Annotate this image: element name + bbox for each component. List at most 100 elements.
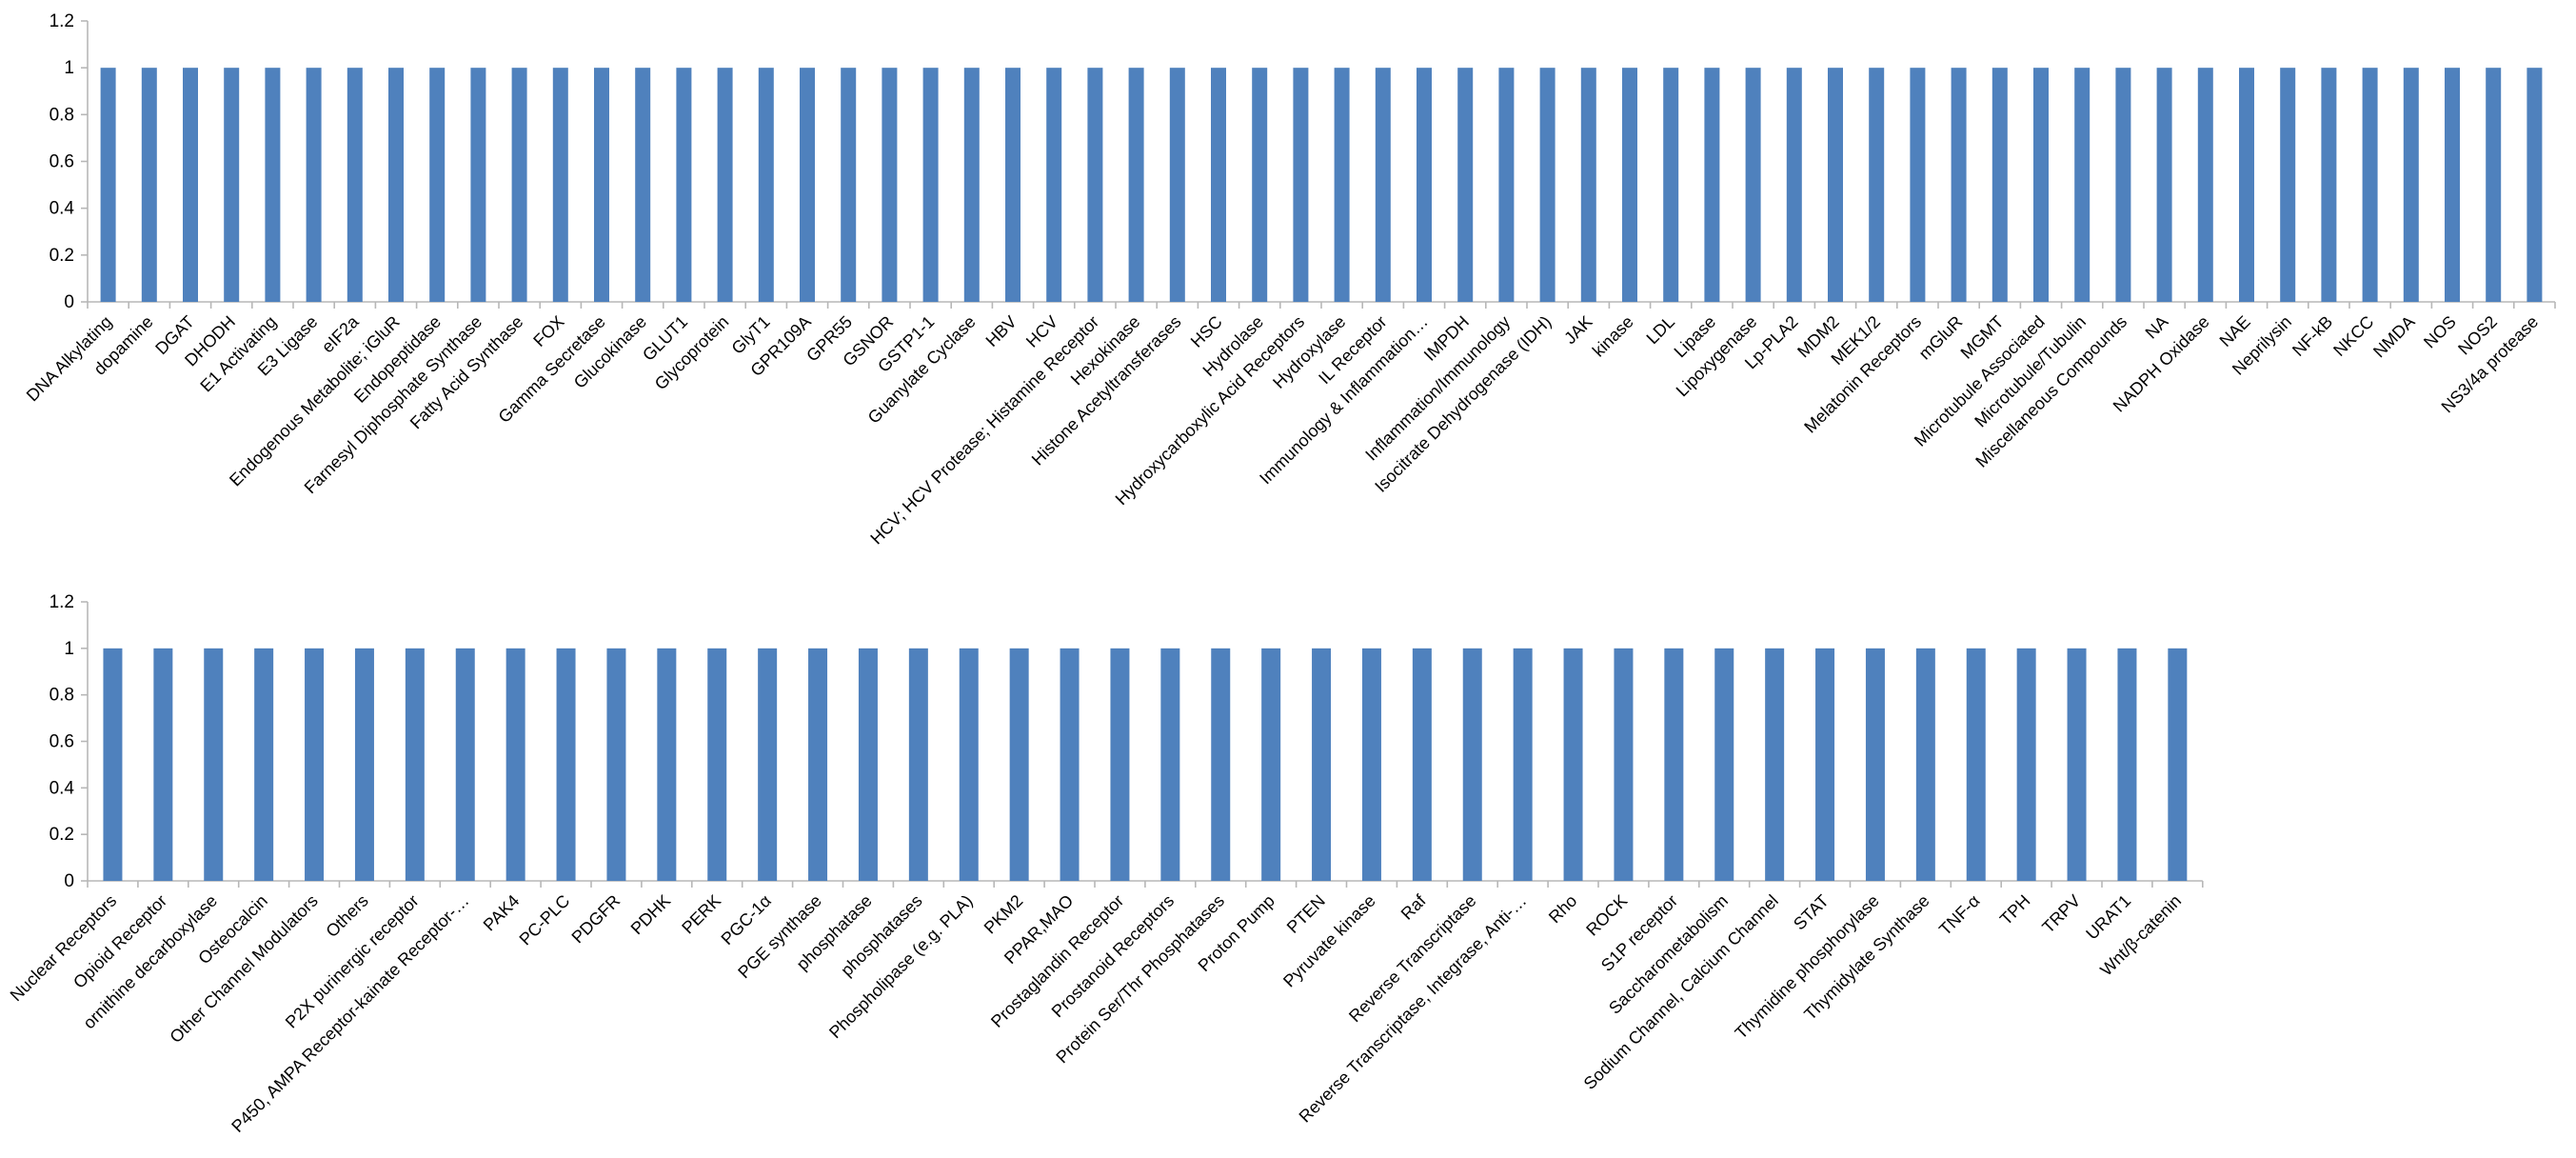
y-tick-label: 0.4 [50,199,75,219]
bar [2168,648,2188,881]
y-tick-label: 0.2 [50,825,74,845]
x-tick-label: Opioid Receptor [69,891,170,992]
bar [858,648,878,881]
bar [1580,68,1596,303]
bar [657,648,677,881]
bar [2280,68,2296,303]
y-tick-label: 0.8 [50,105,74,125]
bar [2445,68,2460,303]
bar [1128,68,1144,303]
x-tick-label: kinase [1589,312,1637,361]
bar [1498,68,1515,303]
x-tick-label: Others [322,891,371,941]
bar [2362,68,2378,303]
bar [1714,648,1734,881]
bar [183,68,198,303]
bar [1869,68,1885,303]
x-tick-label: PERK [678,891,724,938]
bar [1361,648,1381,881]
bar [1252,68,1268,303]
x-tick-label: NKCC [2329,312,2377,360]
bar [1312,648,1332,881]
bar [347,68,363,303]
bar [1261,648,1281,881]
bar [204,648,224,881]
bar [1009,648,1029,881]
bar [676,68,692,303]
bar [305,648,325,881]
bar [1563,648,1583,881]
bar [470,68,486,303]
bar [1005,68,1020,303]
x-tick-label: TPH [1996,891,2034,929]
x-tick-label: STAT [1790,891,1833,934]
x-tick-label: TNF-α [1935,891,1983,939]
bar [908,648,928,881]
bar [1910,68,1926,303]
bar [1211,68,1226,303]
x-tick-label: PDGFR [568,891,624,948]
bar [2117,648,2137,881]
bar [1865,648,1885,881]
y-tick-label: 0 [64,292,74,312]
bar [1951,68,1967,303]
bar [1663,68,1679,303]
x-tick-label: P450, AMPA Receptor-kainate Receptor-… [228,891,472,1136]
x-tick-label: NOS [2420,312,2460,352]
bar [1293,68,1309,303]
bar [2526,68,2543,303]
bar [959,648,979,881]
bar [635,68,651,303]
x-tick-label: HBV [982,312,1020,350]
bar [2197,68,2213,303]
bar [405,648,425,881]
bar [800,68,815,303]
bar [1375,68,1391,303]
bar [2403,68,2419,303]
x-tick-label: Pyruvate kinase [1279,891,1379,991]
y-tick-label: 1 [64,639,74,659]
x-tick-label: TRPV [2038,891,2084,937]
x-tick-label: PC-PLC [516,891,574,949]
bar [100,68,116,303]
x-tick-label: NF-kB [2289,312,2336,360]
x-tick-label: Rho [1545,891,1580,927]
bar [2033,68,2049,303]
bar [1539,68,1556,303]
bar [1915,648,1935,881]
y-tick-label: 0.6 [50,152,74,172]
y-tick-label: 0.2 [50,246,74,266]
bar [1334,68,1350,303]
bar [306,68,322,303]
bar [882,68,898,303]
y-tick-label: 0.8 [50,686,74,706]
x-tick-label: NA [2142,312,2172,343]
bar [265,68,281,303]
x-tick-label: ROCK [1582,891,1631,940]
bar [1664,648,1684,881]
bar [1966,648,1986,881]
bar [455,648,475,881]
y-tick-label: 1.2 [50,11,74,31]
x-tick-label: JAK [1560,312,1595,348]
bar [1211,648,1231,881]
bar [2239,68,2254,303]
bar [922,68,939,303]
bar [1786,68,1802,303]
bar [1815,648,1835,881]
bar [2016,648,2036,881]
x-tick-label: mGluR [1915,312,1967,364]
bar [254,648,274,881]
bar [594,68,609,303]
bar [1046,68,1062,303]
bar [153,648,173,881]
bar [758,648,778,881]
bar [2486,68,2502,303]
bar [1060,648,1080,881]
bar [2115,68,2131,303]
bar [354,648,374,881]
bar [429,68,446,303]
